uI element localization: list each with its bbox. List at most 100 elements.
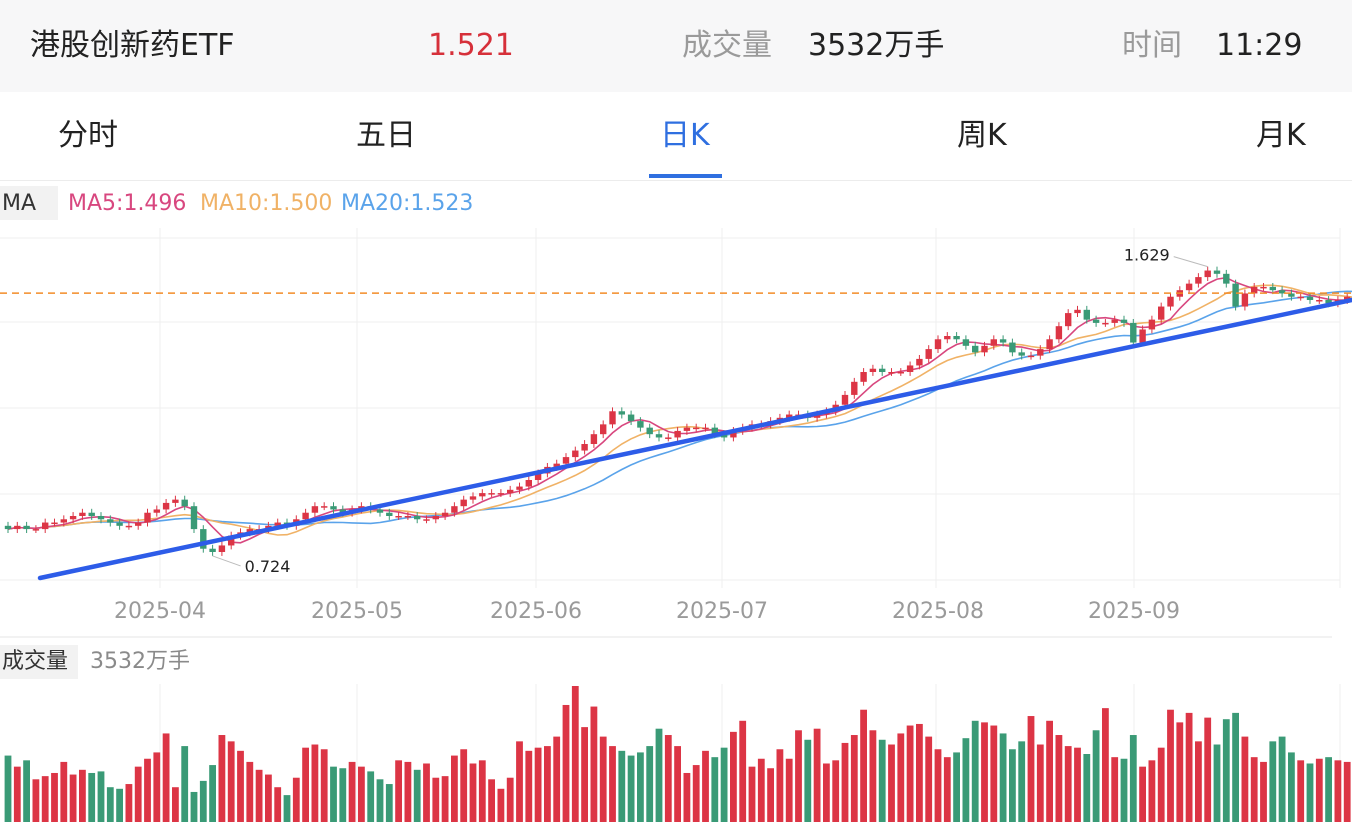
volume-bar xyxy=(1083,754,1091,822)
candle-body xyxy=(200,529,207,549)
candle-body xyxy=(42,522,49,530)
candle-body xyxy=(1297,296,1304,299)
volume-bar xyxy=(776,749,784,822)
candle-body xyxy=(962,339,970,346)
trendline xyxy=(37,297,1352,581)
tab-daily-k[interactable]: 日K xyxy=(660,118,710,153)
candle-body xyxy=(4,525,12,530)
volume-bar xyxy=(32,779,40,822)
volume-bar xyxy=(692,765,700,822)
candle-body xyxy=(1288,293,1295,297)
candle-body xyxy=(14,525,21,530)
volume-bar xyxy=(1009,749,1016,822)
tab-monthly-k[interactable]: 月K xyxy=(1256,118,1306,153)
x-axis-tick-label: 2025-04 xyxy=(114,599,206,624)
volume-indicator-tag[interactable] xyxy=(0,645,78,679)
volume-bar xyxy=(906,725,914,822)
ma-indicator-label[interactable]: MA xyxy=(2,191,37,216)
candle-body xyxy=(1251,286,1258,294)
candle-body xyxy=(311,506,319,513)
volume-bar xyxy=(292,777,300,822)
candle-body xyxy=(153,509,160,513)
quote-header: 港股创新药ETF 1.521 成交量 3532万手 时间 11:29 xyxy=(0,0,1352,92)
candle-body xyxy=(339,509,346,513)
candle-body xyxy=(376,509,384,513)
candle-body xyxy=(627,414,635,422)
volume-bar xyxy=(1204,717,1212,822)
candle-body xyxy=(1009,342,1016,353)
candle-body xyxy=(1325,300,1332,304)
volume-bar xyxy=(618,750,626,822)
low-marker-line xyxy=(212,555,241,567)
candle-body xyxy=(441,512,449,516)
candle-body xyxy=(1111,319,1118,323)
volume-bar xyxy=(209,765,216,822)
volume-bar xyxy=(739,720,747,822)
candle-body xyxy=(711,427,718,435)
volume-bar xyxy=(227,741,235,822)
volume-bar xyxy=(451,755,458,822)
candle-body xyxy=(60,519,67,523)
volume-bar xyxy=(1325,757,1332,822)
candle-body xyxy=(1046,339,1053,350)
volume-bar xyxy=(916,723,923,822)
tab-weekly-k[interactable]: 周K xyxy=(957,118,1007,153)
candle-body xyxy=(1344,296,1351,300)
volume-bar xyxy=(13,766,21,822)
volume-bar xyxy=(1260,761,1267,822)
volume-value: 3532万手 xyxy=(808,28,945,63)
candle-body xyxy=(497,493,505,495)
volume-bar xyxy=(497,788,505,822)
volume-bar xyxy=(1046,720,1053,822)
tab-five-day[interactable]: 五日 xyxy=(356,118,416,153)
volume-bar xyxy=(1250,757,1258,822)
volume-bar xyxy=(841,742,849,822)
volume-bar xyxy=(302,747,309,822)
volume-bar xyxy=(553,736,561,822)
candle-body xyxy=(888,372,895,374)
candle-body xyxy=(999,339,1007,343)
ma-indicator-tag[interactable] xyxy=(0,186,58,220)
high-marker-line xyxy=(1173,256,1208,268)
volume-bar xyxy=(516,741,523,822)
candle-body xyxy=(1148,319,1156,330)
x-axis-tick-label: 2025-06 xyxy=(490,599,582,624)
volume-bar xyxy=(832,760,840,822)
candle-body xyxy=(906,365,914,372)
volume-bar xyxy=(1074,747,1081,822)
volume-bar xyxy=(1185,712,1193,822)
candle-body xyxy=(209,548,216,552)
candle-body xyxy=(404,516,412,518)
volume-bar xyxy=(97,771,105,822)
volume-bar xyxy=(1222,719,1230,822)
volume-bar xyxy=(1334,760,1342,822)
volume-bar xyxy=(330,766,337,822)
candle-body xyxy=(1018,352,1025,356)
volume-panel-label[interactable]: 成交量 xyxy=(2,649,69,674)
volume-bar xyxy=(1055,735,1063,822)
volume-bar xyxy=(51,772,58,822)
tab-intraday[interactable]: 分时 xyxy=(58,118,118,153)
candle-body xyxy=(395,516,402,518)
volume-bar xyxy=(134,766,142,822)
volume-bar xyxy=(153,752,161,822)
volume-bar xyxy=(348,761,356,822)
candle-body xyxy=(144,512,151,523)
volume-bar xyxy=(655,728,663,822)
low-price-annotation: 0.724 xyxy=(245,557,291,576)
candle-body xyxy=(1055,326,1063,340)
volume-bar xyxy=(320,749,328,822)
volume-bar xyxy=(1167,709,1174,822)
volume-bar xyxy=(1018,741,1026,822)
candle-body xyxy=(321,506,328,508)
volume-bar xyxy=(376,779,384,822)
candle-body xyxy=(934,339,942,350)
volume-bar xyxy=(265,774,272,822)
volume-bar xyxy=(144,758,151,822)
volume-bar xyxy=(385,784,393,822)
volume-bar xyxy=(627,755,635,822)
volume-bar xyxy=(1064,746,1072,822)
candle-body xyxy=(79,512,86,516)
volume-bar xyxy=(125,784,133,822)
